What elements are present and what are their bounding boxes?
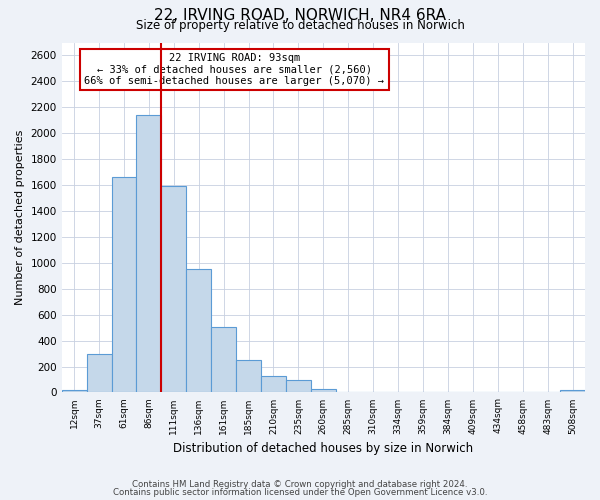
- Text: 22 IRVING ROAD: 93sqm
← 33% of detached houses are smaller (2,560)
66% of semi-d: 22 IRVING ROAD: 93sqm ← 33% of detached …: [85, 53, 385, 86]
- Text: Contains HM Land Registry data © Crown copyright and database right 2024.: Contains HM Land Registry data © Crown c…: [132, 480, 468, 489]
- X-axis label: Distribution of detached houses by size in Norwich: Distribution of detached houses by size …: [173, 442, 473, 455]
- Bar: [211, 327, 236, 392]
- Bar: [236, 360, 261, 392]
- Text: Contains public sector information licensed under the Open Government Licence v3: Contains public sector information licen…: [113, 488, 487, 497]
- Bar: [261, 376, 286, 392]
- Bar: [136, 115, 161, 392]
- Bar: [86, 354, 112, 393]
- Bar: [62, 390, 86, 392]
- Bar: [311, 388, 336, 392]
- Bar: [161, 186, 186, 392]
- Text: 22, IRVING ROAD, NORWICH, NR4 6RA: 22, IRVING ROAD, NORWICH, NR4 6RA: [154, 8, 446, 22]
- Bar: [286, 380, 311, 392]
- Text: Size of property relative to detached houses in Norwich: Size of property relative to detached ho…: [136, 19, 464, 32]
- Y-axis label: Number of detached properties: Number of detached properties: [15, 130, 25, 305]
- Bar: [112, 178, 136, 392]
- Bar: [186, 268, 211, 392]
- Bar: [560, 390, 585, 392]
